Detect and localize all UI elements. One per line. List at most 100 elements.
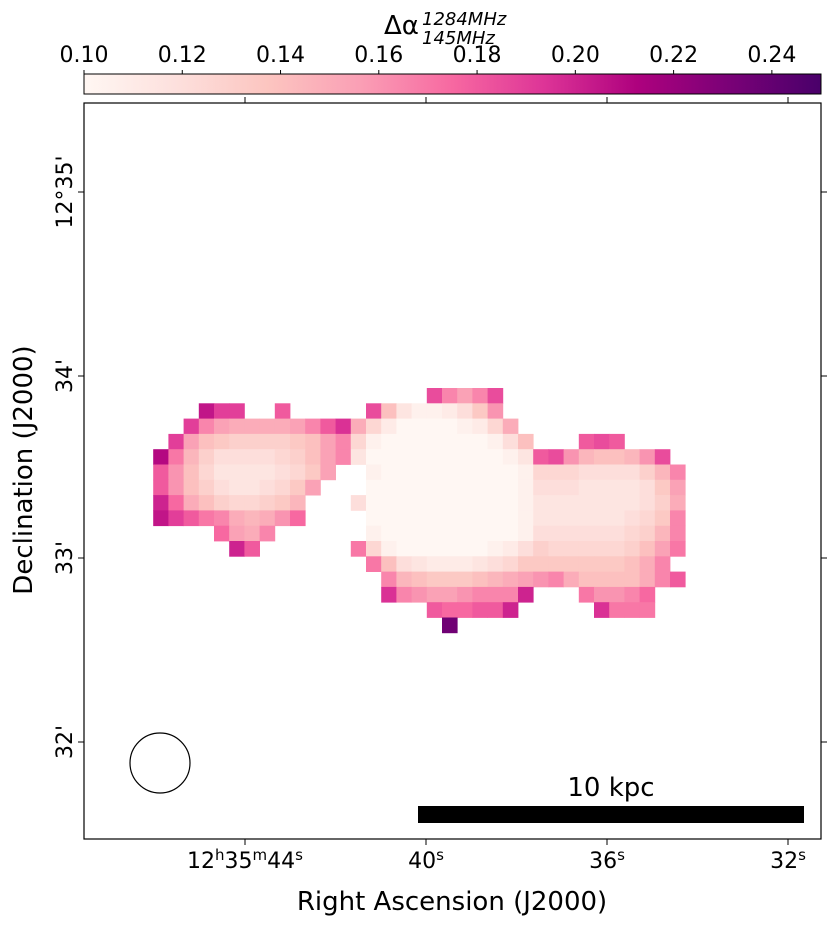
plot-area: 10 kpc xyxy=(78,97,827,845)
heatmap-pixel xyxy=(624,571,640,588)
heatmap-pixel xyxy=(396,510,412,527)
heatmap-pixel xyxy=(183,479,200,496)
heatmap-pixel xyxy=(457,495,473,511)
heatmap-pixel xyxy=(426,418,443,435)
heatmap-pixel xyxy=(320,418,336,435)
heatmap-pixel xyxy=(168,433,184,450)
heatmap-pixel xyxy=(335,418,352,435)
heatmap-pixel xyxy=(442,403,458,419)
heatmap-pixel xyxy=(244,418,260,435)
heatmap-pixel xyxy=(274,449,291,465)
heatmap-pixel xyxy=(654,495,671,511)
heatmap-pixel xyxy=(609,602,625,618)
heatmap-pixel xyxy=(396,495,412,511)
heatmap-pixel xyxy=(396,418,412,435)
heatmap-pixel xyxy=(609,571,625,588)
heatmap-pixel xyxy=(396,433,412,450)
y-tick-label-32: 32' xyxy=(53,725,78,759)
y-axis-title: Declination (J2000) xyxy=(9,345,39,594)
heatmap-pixel xyxy=(214,510,230,527)
heatmap-pixel xyxy=(244,541,260,557)
heatmap-pixel xyxy=(350,495,367,511)
heatmap-pixel xyxy=(290,449,306,465)
heatmap-pixel xyxy=(426,525,443,542)
heatmap-pixel xyxy=(396,525,412,542)
heatmap-pixel xyxy=(350,449,367,465)
heatmap-pixel xyxy=(639,510,656,527)
axis-ticks xyxy=(78,97,827,845)
heatmap-pixel xyxy=(411,479,428,496)
x-axis-title: Right Ascension (J2000) xyxy=(297,887,607,917)
heatmap-pixel xyxy=(654,464,671,481)
heatmap-pixel xyxy=(153,449,169,465)
heatmap-pixel xyxy=(442,464,458,481)
heatmap-pixel xyxy=(563,571,580,588)
heatmap-pixel xyxy=(426,388,443,404)
heatmap-pixel xyxy=(609,510,625,527)
heatmap-pixel xyxy=(548,479,564,496)
heatmap-pixel xyxy=(654,479,671,496)
heatmap-pixel xyxy=(442,617,458,634)
heatmap-pixel xyxy=(381,403,397,419)
heatmap-pixel xyxy=(518,495,534,511)
heatmap-pixel xyxy=(396,571,412,588)
scale-bar-label: 10 kpc xyxy=(567,773,654,803)
heatmap-pixel xyxy=(366,556,382,572)
heatmap-pixel xyxy=(396,586,412,603)
y-tick-label-35: 12°35' xyxy=(53,155,78,228)
colorbar-tick-label: 0.14 xyxy=(256,43,305,68)
heatmap-pixel xyxy=(472,403,488,419)
y-axis: 12°35' 34' 33' 32' Declination (J2000) xyxy=(9,155,78,759)
heatmap-pixel xyxy=(487,433,504,450)
heatmap-pixel xyxy=(214,495,230,511)
heatmap-pixel xyxy=(411,403,428,419)
heatmap-pixel xyxy=(198,495,215,511)
colorbar-ticks xyxy=(83,70,773,74)
heatmap-pixel xyxy=(563,525,580,542)
heatmap-pixel xyxy=(594,510,610,527)
heatmap-pixel xyxy=(502,464,519,481)
heatmap-pixel xyxy=(442,388,458,404)
colorbar: Δα 1284MHz 145MHz 0.10 0.12 0.14 0.16 0.18 0.… xyxy=(60,9,822,95)
heatmap-pixel xyxy=(578,510,595,527)
heatmap-pixel xyxy=(366,525,382,542)
heatmap-pixel xyxy=(670,479,686,496)
heatmap-pixel xyxy=(578,541,595,557)
heatmap-pixel xyxy=(153,464,169,481)
heatmap-pixel xyxy=(487,479,504,496)
heatmap-pixel xyxy=(411,449,428,465)
heatmap-pixel xyxy=(594,495,610,511)
heatmap-pixel xyxy=(290,433,306,450)
heatmap-pixel xyxy=(381,556,397,572)
heatmap-pixel xyxy=(168,479,184,496)
heatmap-pixel xyxy=(502,602,519,618)
heatmap-pixel xyxy=(487,556,504,572)
heatmap-pixel xyxy=(457,449,473,465)
heatmap-pixel xyxy=(183,495,200,511)
heatmap-pixel xyxy=(259,418,276,435)
heatmap-pixel xyxy=(457,571,473,588)
heatmap-pixel xyxy=(502,571,519,588)
heatmap-pixel xyxy=(518,449,534,465)
heatmap-pixel xyxy=(624,449,640,465)
heatmap-pixel xyxy=(442,479,458,496)
heatmap-pixel xyxy=(472,602,488,618)
heatmap-pixel xyxy=(457,586,473,603)
heatmap-pixel xyxy=(411,525,428,542)
heatmap-pixel xyxy=(578,464,595,481)
heatmap-pixel xyxy=(411,433,428,450)
heatmap-pixel xyxy=(244,433,260,450)
heatmap-pixel xyxy=(290,510,306,527)
heatmap-pixel xyxy=(153,510,169,527)
heatmap-pixel xyxy=(244,449,260,465)
heatmap-pixels xyxy=(153,388,686,634)
scale-bar xyxy=(418,806,804,823)
colorbar-tick-label: 0.22 xyxy=(649,43,698,68)
heatmap-pixel xyxy=(168,495,184,511)
heatmap-pixel xyxy=(487,602,504,618)
colorbar-tick-label: 0.24 xyxy=(747,43,796,68)
heatmap-pixel xyxy=(472,449,488,465)
heatmap-pixel xyxy=(548,510,564,527)
heatmap-pixel xyxy=(259,525,276,542)
heatmap-pixel xyxy=(366,433,382,450)
